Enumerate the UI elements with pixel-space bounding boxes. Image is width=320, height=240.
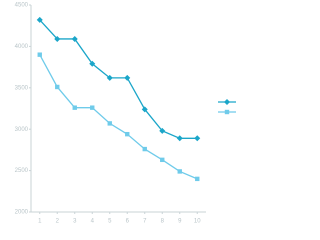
y-tick-label: 2000 [15,210,29,216]
data-point [71,35,78,42]
legend-marker [224,99,230,105]
x-tick-label: 8 [161,219,165,225]
data-point [36,16,43,23]
x-tick-label: 1 [38,219,42,225]
data-point [125,131,130,137]
series-line [39,19,198,139]
data-point [194,135,201,142]
y-tick-label: 3000 [15,127,29,133]
data-point [141,106,148,113]
x-tick-label: 7 [143,219,147,225]
x-tick-label: 6 [126,219,130,225]
x-tick-label: 5 [108,219,112,225]
x-tick-label: 2 [56,219,60,225]
data-point [37,52,42,57]
x-tick-label: 10 [194,219,201,225]
data-point [90,105,95,110]
data-point [106,74,113,81]
data-point [176,135,183,142]
data-point [89,60,96,67]
x-tick-label: 9 [178,219,182,225]
x-tick-label: 4 [91,219,95,225]
data-point [159,127,166,134]
data-point [55,84,60,90]
data-point [124,74,131,81]
x-tick-label: 3 [73,219,77,225]
data-point [160,157,165,163]
data-point [54,35,61,42]
y-tick-label: 2500 [15,168,29,174]
legend-marker [224,109,230,115]
data-point [195,176,200,182]
y-tick-label: 4500 [15,3,29,9]
series-line [39,54,198,180]
data-point [142,146,147,152]
data-point [72,105,77,110]
chart: 2000 2500 3000 3500 4000 4500 1 2 3 4 5 6 7 8 9 10 [15,3,236,225]
y-tick-label: 4000 [15,44,29,50]
y-tick-label: 3500 [15,85,29,91]
data-point [107,121,112,126]
data-point [177,169,182,174]
